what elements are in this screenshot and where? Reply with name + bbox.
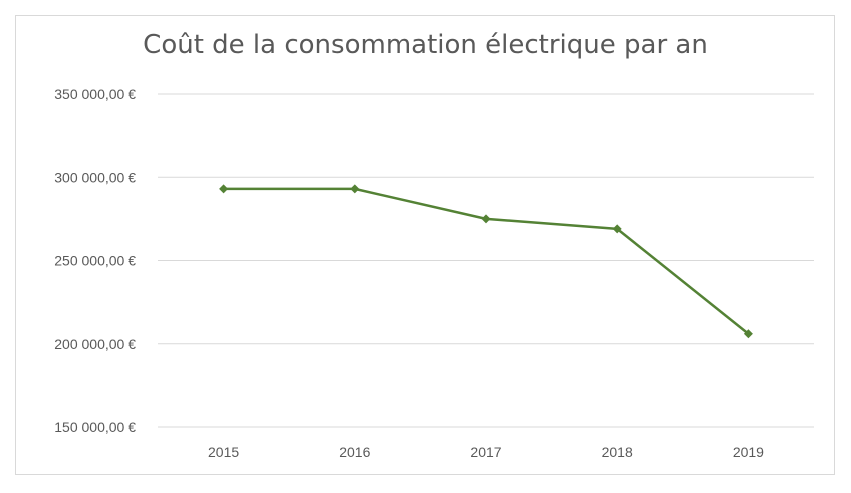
y-tick-label: 300 000,00 € — [54, 169, 136, 185]
x-axis-labels: 2015 2016 2017 2018 2019 — [208, 444, 764, 460]
chart-area — [15, 15, 835, 475]
data-point — [612, 224, 622, 234]
y-tick-label: 200 000,00 € — [54, 336, 136, 352]
x-tick-label: 2016 — [339, 444, 370, 460]
data-point — [350, 184, 360, 194]
y-tick-label: 150 000,00 € — [54, 419, 136, 435]
y-tick-label: 250 000,00 € — [54, 253, 136, 269]
chart-title: Coût de la consommation électrique par a… — [143, 30, 708, 60]
y-axis-labels: 150 000,00 € 200 000,00 € 250 000,00 € 300 … — [54, 86, 136, 435]
y-tick-label: 350 000,00 € — [54, 86, 136, 102]
x-tick-label: 2017 — [470, 444, 501, 460]
x-tick-label: 2019 — [733, 444, 764, 460]
data-point — [743, 329, 753, 339]
series-line — [223, 187, 750, 335]
data-point — [219, 184, 229, 194]
x-tick-label: 2015 — [208, 444, 239, 460]
gridlines — [158, 93, 814, 428]
series — [219, 184, 753, 339]
data-point — [481, 214, 491, 224]
x-tick-label: 2018 — [602, 444, 633, 460]
